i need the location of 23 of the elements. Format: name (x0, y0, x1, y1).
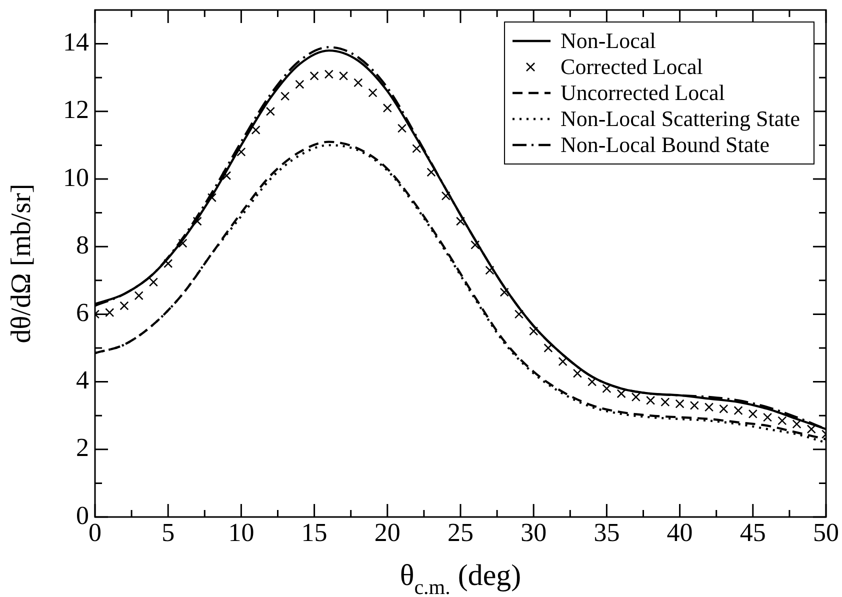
x-tick-label: 45 (740, 518, 766, 547)
y-tick-label: 14 (63, 28, 89, 57)
x-tick-label: 25 (448, 518, 474, 547)
legend-label: Non-Local Scattering State (560, 106, 800, 131)
x-tick-label: 40 (666, 518, 693, 547)
legend-label: Uncorrected Local (560, 80, 725, 105)
legend-label: Non-Local (560, 28, 656, 53)
y-tick-label: 8 (76, 230, 89, 260)
x-tick-label: 35 (594, 518, 620, 547)
y-tick-label: 4 (76, 366, 89, 395)
x-tick-label: 10 (228, 518, 254, 547)
x-tick-label: 15 (301, 518, 328, 547)
y-axis-title: dθ/dΩ [mb/sr] (6, 184, 37, 344)
y-tick-label: 2 (76, 433, 89, 462)
x-tick-label: 30 (520, 518, 547, 547)
x-tick-label: 50 (813, 518, 839, 547)
y-tick-label: 6 (76, 298, 89, 328)
legend-label: Non-Local Bound State (560, 132, 770, 157)
y-tick-label: 10 (63, 162, 89, 192)
legend-label: Corrected Local (560, 54, 703, 79)
x-tick-label: 5 (162, 518, 175, 547)
x-tick-label: 20 (374, 518, 400, 547)
y-tick-label: 12 (63, 95, 89, 124)
